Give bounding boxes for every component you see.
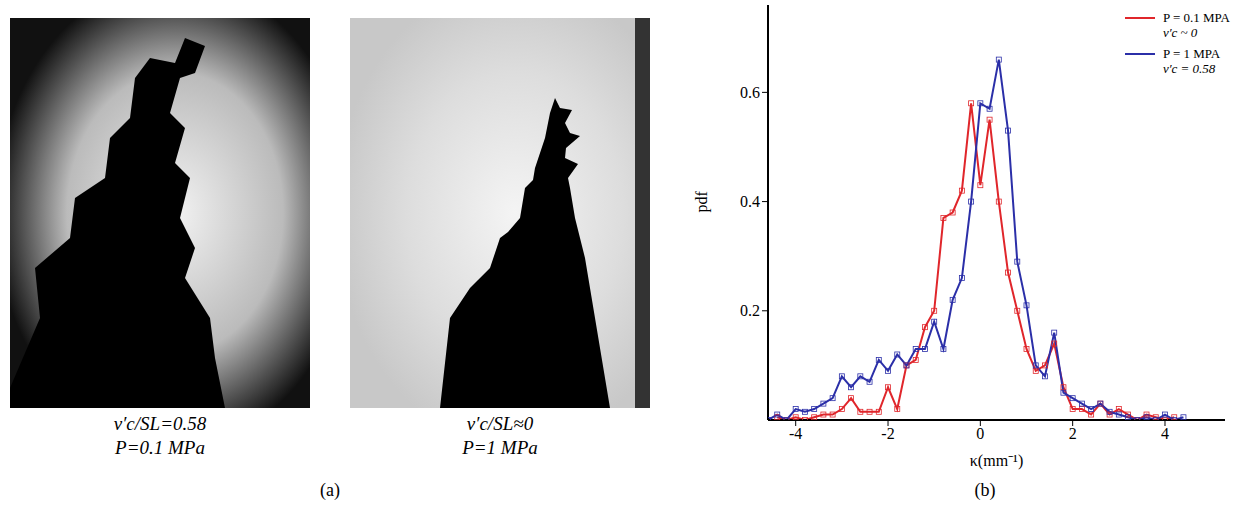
svg-text:κ(mm⁻¹): κ(mm⁻¹) [970, 452, 1023, 470]
html-text:(b): (b) [974, 480, 996, 500]
html-text:v′c = 0.58: v′c = 0.58 [1162, 61, 1216, 76]
svg-text:0: 0 [976, 425, 984, 442]
html-text:v′c/SL=0.58: v′c/SL=0.58 [113, 413, 207, 434]
svg-text:-4: -4 [789, 425, 802, 442]
html-text:P=0.1 MPa: P=0.1 MPa [115, 437, 205, 458]
svg-text:0.2: 0.2 [740, 302, 760, 319]
html-text:(a): (a) [320, 480, 340, 500]
html-text:v′c/SL≈0: v′c/SL≈0 [466, 413, 534, 434]
svg-text:2: 2 [1069, 425, 1077, 442]
svg-text:0.4: 0.4 [740, 193, 760, 210]
svg-text:pdf: pdf [693, 191, 711, 213]
html-text:v′c ~ 0: v′c ~ 0 [1162, 25, 1198, 40]
svg-text:-2: -2 [881, 425, 894, 442]
svg-text:0.6: 0.6 [740, 84, 760, 101]
html-text:P = 0.1 MPA: P = 0.1 MPA [1162, 10, 1230, 25]
svg-text:4: 4 [1161, 425, 1169, 442]
html-text:P=1 MPa: P=1 MPa [462, 437, 538, 458]
html-text:P = 1 MPA: P = 1 MPA [1162, 46, 1221, 61]
